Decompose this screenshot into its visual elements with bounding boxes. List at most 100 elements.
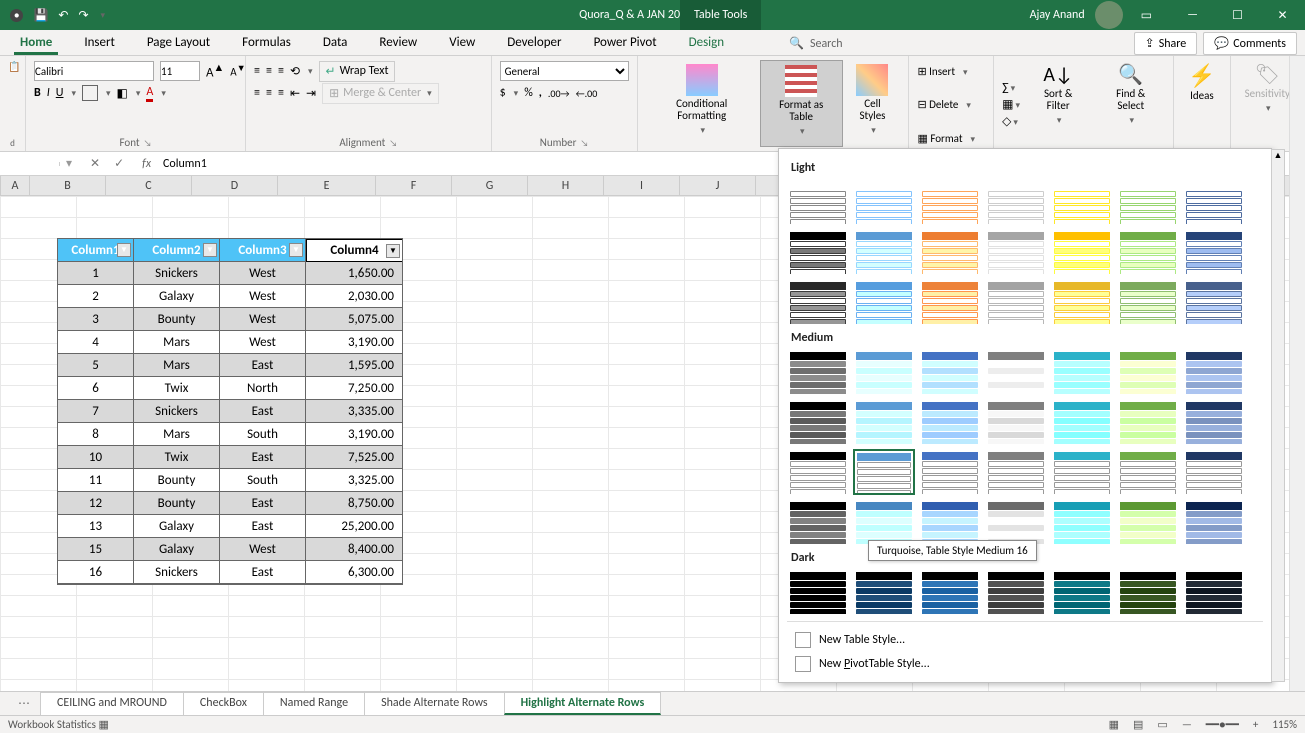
table-cell[interactable]: 6,300.00 xyxy=(306,561,402,584)
table-cell[interactable]: Bounty xyxy=(134,308,220,331)
table-style-swatch[interactable] xyxy=(787,229,849,275)
insert-cells-button[interactable]: ⊞ Insert xyxy=(917,65,955,78)
table-cell[interactable]: Snickers xyxy=(134,561,220,584)
table-cell[interactable]: 1,650.00 xyxy=(306,262,402,285)
table-cell[interactable]: Twix xyxy=(134,377,220,400)
sheet-tabs-more-icon[interactable]: ⋯ xyxy=(18,696,40,711)
table-style-swatch[interactable] xyxy=(1117,229,1179,275)
table-style-swatch[interactable] xyxy=(787,399,849,445)
table-cell[interactable]: West xyxy=(220,331,306,354)
table-header-1[interactable]: Column2▼ xyxy=(134,239,220,262)
tab-power-pivot[interactable]: Power Pivot xyxy=(578,29,673,55)
table-style-swatch[interactable] xyxy=(985,499,1047,545)
table-style-swatch[interactable] xyxy=(1183,399,1245,445)
table-row[interactable]: 11BountySouth3,325.00 xyxy=(58,469,402,492)
close-button[interactable]: ✕ xyxy=(1260,0,1305,30)
table-cell[interactable]: Twix xyxy=(134,446,220,469)
table-style-swatch[interactable] xyxy=(1183,279,1245,325)
tab-data[interactable]: Data xyxy=(307,29,364,55)
table-style-swatch[interactable] xyxy=(1051,449,1113,495)
underline-button[interactable]: U xyxy=(56,86,64,100)
border-button[interactable] xyxy=(82,85,98,101)
new-pivot-style-button[interactable]: New PivotTable Style... xyxy=(789,652,1261,676)
table-style-swatch[interactable] xyxy=(787,349,849,395)
table-style-swatch[interactable] xyxy=(919,499,981,545)
ideas-button[interactable]: ⚡Ideas xyxy=(1182,60,1221,106)
fill-color-button[interactable]: ◧ xyxy=(117,86,128,101)
page-layout-icon[interactable]: ▤ xyxy=(1133,718,1143,731)
table-cell[interactable]: 3,335.00 xyxy=(306,400,402,423)
column-header-H[interactable]: H xyxy=(528,176,604,195)
table-cell[interactable]: West xyxy=(220,285,306,308)
table-row[interactable]: 1SnickersWest1,650.00 xyxy=(58,262,402,285)
autosum-button[interactable]: ∑ xyxy=(1002,81,1020,95)
table-style-swatch[interactable] xyxy=(985,399,1047,445)
table-cell[interactable]: 5,075.00 xyxy=(306,308,402,331)
format-cells-button[interactable]: ▦ Format xyxy=(917,132,962,145)
table-style-swatch[interactable] xyxy=(853,229,915,275)
table-cell[interactable]: 6 xyxy=(58,377,134,400)
inc-indent-icon[interactable]: ⇥ xyxy=(306,86,316,101)
undo-icon[interactable]: ↶ xyxy=(58,8,68,23)
column-header-D[interactable]: D xyxy=(192,176,278,195)
delete-cells-button[interactable]: ⊟ Delete xyxy=(917,98,958,111)
name-box[interactable] xyxy=(0,162,60,166)
dec-decimal-icon[interactable]: ←.00 xyxy=(576,87,598,100)
table-style-swatch[interactable] xyxy=(1051,229,1113,275)
table-style-swatch[interactable] xyxy=(1117,399,1179,445)
table-cell[interactable]: 15 xyxy=(58,538,134,561)
table-style-swatch[interactable] xyxy=(1117,179,1179,225)
column-header-F[interactable]: F xyxy=(376,176,452,195)
filter-dropdown-icon[interactable]: ▼ xyxy=(117,243,131,257)
table-header-3[interactable]: Column4▼ xyxy=(306,239,402,262)
table-row[interactable]: 13GalaxyEast25,200.00 xyxy=(58,515,402,538)
zoom-slider[interactable]: ━━●━━ xyxy=(1206,718,1239,731)
table-style-swatch[interactable] xyxy=(1051,279,1113,325)
align-right-icon[interactable]: ≡ xyxy=(278,86,284,100)
cancel-formula-icon[interactable]: ✕ xyxy=(90,156,100,171)
table-cell[interactable]: West xyxy=(220,308,306,331)
column-header-B[interactable]: B xyxy=(30,176,106,195)
table-row[interactable]: 2GalaxyWest2,030.00 xyxy=(58,285,402,308)
table-cell[interactable]: Mars xyxy=(134,423,220,446)
table-cell[interactable]: West xyxy=(220,538,306,561)
table-cell[interactable]: Snickers xyxy=(134,400,220,423)
sheet-tab-shade-alternate-rows[interactable]: Shade Alternate Rows xyxy=(364,692,505,715)
table-cell[interactable]: 13 xyxy=(58,515,134,538)
workbook-stats-button[interactable]: Workbook Statistics xyxy=(8,718,96,731)
table-style-swatch[interactable] xyxy=(985,229,1047,275)
table-style-swatch[interactable] xyxy=(1117,279,1179,325)
table-cell[interactable]: 8 xyxy=(58,423,134,446)
clear-button[interactable]: ◇ xyxy=(1002,114,1020,129)
minimize-button[interactable]: — xyxy=(1170,0,1215,30)
table-style-swatch[interactable] xyxy=(787,279,849,325)
table-row[interactable]: 8MarsSouth3,190.00 xyxy=(58,423,402,446)
table-cell[interactable]: East xyxy=(220,515,306,538)
conditional-formatting-button[interactable]: Conditional Formatting xyxy=(646,60,758,147)
table-style-swatch[interactable] xyxy=(1051,179,1113,225)
tab-view[interactable]: View xyxy=(433,29,491,55)
table-style-swatch[interactable] xyxy=(919,229,981,275)
gallery-scrollbar[interactable]: ▲ xyxy=(1271,149,1285,682)
table-style-swatch[interactable] xyxy=(1183,449,1245,495)
tab-page-layout[interactable]: Page Layout xyxy=(131,29,226,55)
table-cell[interactable]: 3,190.00 xyxy=(306,331,402,354)
fill-button[interactable]: ▦ xyxy=(1002,97,1020,112)
column-header-A[interactable]: A xyxy=(1,176,30,195)
column-header-J[interactable]: J xyxy=(680,176,756,195)
align-top-icon[interactable]: ≡ xyxy=(254,64,260,78)
decrease-font-icon[interactable]: A▼ xyxy=(230,63,245,79)
percent-button[interactable]: % xyxy=(524,86,533,100)
table-row[interactable]: 5MarsEast1,595.00 xyxy=(58,354,402,377)
qat-more-icon[interactable] xyxy=(99,8,106,22)
table-cell[interactable]: 16 xyxy=(58,561,134,584)
table-style-swatch[interactable] xyxy=(1183,569,1245,615)
column-header-E[interactable]: E xyxy=(278,176,376,195)
inc-decimal-icon[interactable]: .00→ xyxy=(548,87,570,100)
vertical-scrollbar[interactable] xyxy=(1289,56,1305,691)
align-center-icon[interactable]: ≡ xyxy=(266,86,272,100)
table-style-swatch[interactable] xyxy=(1117,449,1179,495)
table-style-swatch[interactable] xyxy=(1051,349,1113,395)
table-cell[interactable]: 8,400.00 xyxy=(306,538,402,561)
table-cell[interactable]: Mars xyxy=(134,354,220,377)
